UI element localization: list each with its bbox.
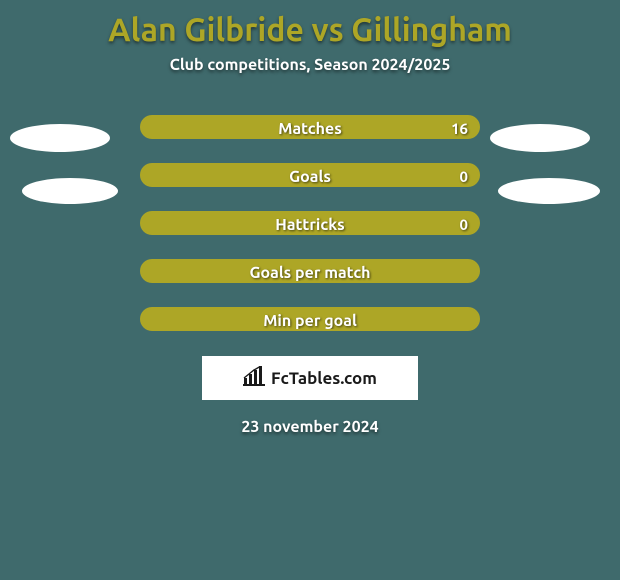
stat-label: Goals xyxy=(142,165,478,187)
stat-bar: Goals per match xyxy=(140,259,480,283)
page-subtitle: Club competitions, Season 2024/2025 xyxy=(0,56,620,74)
stat-bar: Goals0 xyxy=(140,163,480,187)
page-title: Alan Gilbride vs Gillingham xyxy=(0,0,620,48)
stat-bar: Hattricks0 xyxy=(140,211,480,235)
stat-label: Matches xyxy=(142,117,478,139)
stat-bar: Matches16 xyxy=(140,115,480,139)
stat-label: Goals per match xyxy=(142,261,478,283)
stat-row: Hattricks0 xyxy=(0,210,620,236)
stat-value: 0 xyxy=(460,213,468,235)
footer-date: 23 november 2024 xyxy=(0,418,620,436)
stat-row: Matches16 xyxy=(0,114,620,140)
stat-value: 0 xyxy=(460,165,468,187)
infographic-root: Alan Gilbride vs Gillingham Club competi… xyxy=(0,0,620,580)
stat-bar: Min per goal xyxy=(140,307,480,331)
brand-text: FcTables.com xyxy=(271,369,377,388)
stat-row: Goals0 xyxy=(0,162,620,188)
stat-label: Hattricks xyxy=(142,213,478,235)
stat-value: 16 xyxy=(451,117,468,139)
stat-label: Min per goal xyxy=(142,309,478,331)
stat-row: Goals per match xyxy=(0,258,620,284)
brand-badge: FcTables.com xyxy=(202,356,418,400)
stat-row: Min per goal xyxy=(0,306,620,332)
bar-chart-icon xyxy=(243,366,265,390)
